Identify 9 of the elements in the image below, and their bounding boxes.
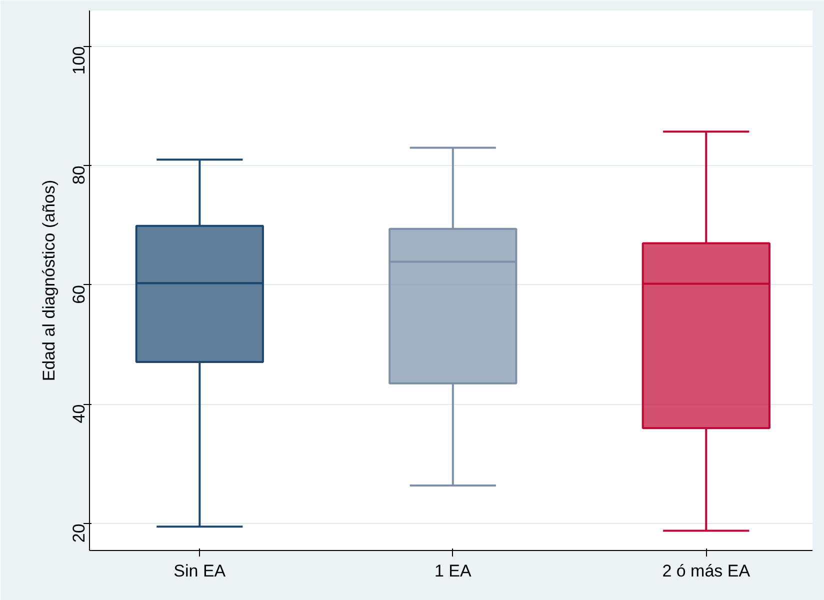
x-tick-label: 2 ó más EA <box>662 562 751 580</box>
y-tick-label: 80 <box>70 166 88 185</box>
y-tick-label: 40 <box>70 404 88 424</box>
y-tick-label: 60 <box>70 284 88 304</box>
y-tick-label: 100 <box>70 46 88 75</box>
y-tick-label: 20 <box>70 524 88 543</box>
x-tick-label: Sin EA <box>174 562 226 580</box>
y-axis-title: Edad al diagnóstico (años) <box>40 180 58 382</box>
x-tick-label: 1 EA <box>434 562 472 580</box>
